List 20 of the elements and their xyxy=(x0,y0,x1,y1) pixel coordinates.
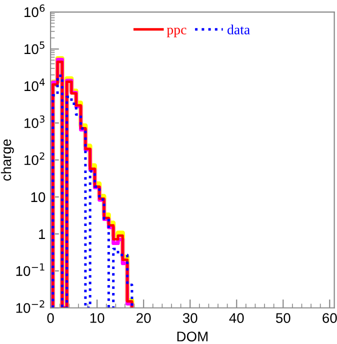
y-tick-label: 1 xyxy=(39,229,46,239)
y-tick-label: 10$^{6}$ xyxy=(24,4,45,18)
y-tick-label: 10$^{5}$ xyxy=(24,42,44,54)
x-tick-label: 40 xyxy=(229,313,244,323)
x-axis-title: DOM xyxy=(177,332,208,342)
y-tick-label: 10$^{2}$ xyxy=(24,152,44,166)
x-tick-label: 30 xyxy=(182,313,198,323)
legend-label: data xyxy=(228,24,250,34)
x-tick-label: 10 xyxy=(90,313,104,323)
legend-label: ppc xyxy=(166,28,186,38)
y-tick-label: 10$^{4}$ xyxy=(24,78,45,92)
y-tick-label: 10$^{3}$ xyxy=(24,115,44,128)
y-tick-label: 10 xyxy=(31,192,46,202)
x-tick-label: 60 xyxy=(322,313,337,323)
y-tick-label: 10$^{−1}$ xyxy=(16,263,44,276)
y-tick-label: 10$^{−2}$ xyxy=(16,300,44,313)
x-tick-label: 20 xyxy=(136,313,151,323)
x-tick-label: 50 xyxy=(276,313,290,323)
x-tick-label: 0 xyxy=(47,313,54,323)
y-axis-title: charge xyxy=(0,139,14,181)
